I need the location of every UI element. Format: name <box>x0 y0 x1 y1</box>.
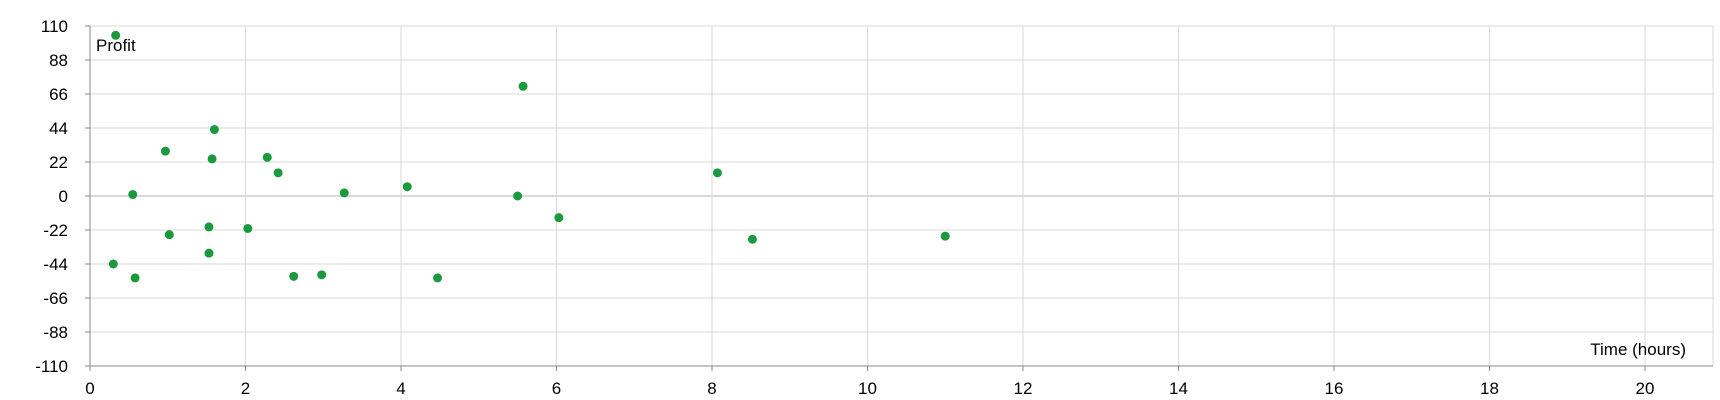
data-point <box>130 273 140 283</box>
data-point <box>518 81 528 91</box>
data-point <box>747 234 757 244</box>
data-points <box>108 30 950 283</box>
data-point <box>289 271 299 281</box>
data-point <box>339 188 349 198</box>
y-tick-label: -110 <box>35 357 68 376</box>
y-tick-label: 66 <box>49 85 68 104</box>
x-axis-ticks: 0 2 4 6 8 10 12 14 16 18 20 <box>85 366 1654 398</box>
data-point <box>204 248 214 258</box>
y-tick-label: 0 <box>59 187 68 206</box>
data-point <box>164 230 174 240</box>
data-point <box>108 259 118 269</box>
x-tick-label: 12 <box>1014 379 1033 398</box>
x-tick-label: 8 <box>707 379 716 398</box>
data-point <box>273 168 283 178</box>
x-tick-label: 4 <box>396 379 405 398</box>
data-point <box>204 222 214 232</box>
x-tick-label: 2 <box>241 379 250 398</box>
data-point <box>712 168 722 178</box>
data-point <box>128 189 138 199</box>
data-point <box>433 273 443 283</box>
data-point <box>940 231 950 241</box>
x-tick-label: 18 <box>1480 379 1499 398</box>
x-tick-label: 0 <box>85 379 94 398</box>
data-point <box>317 270 327 280</box>
x-tick-label: 14 <box>1169 379 1188 398</box>
y-tick-label: 88 <box>49 51 68 70</box>
y-tick-label: -88 <box>43 323 68 342</box>
x-tick-label: 10 <box>858 379 877 398</box>
data-point <box>513 191 523 201</box>
y-axis-label: Profit <box>96 36 136 55</box>
y-tick-label: 110 <box>41 17 68 36</box>
x-tick-label: 6 <box>552 379 561 398</box>
y-tick-label: -44 <box>43 255 68 274</box>
grid-lines <box>89 25 1714 367</box>
y-tick-label: 22 <box>49 153 68 172</box>
data-point <box>207 154 217 164</box>
data-point <box>209 125 219 135</box>
data-point <box>243 223 253 233</box>
y-tick-label: -66 <box>43 289 68 308</box>
data-point <box>160 146 170 156</box>
y-tick-label: 44 <box>49 119 68 138</box>
y-tick-label: -22 <box>43 221 68 240</box>
data-point <box>262 152 272 162</box>
x-axis-label: Time (hours) <box>1590 340 1686 359</box>
data-point <box>402 182 412 192</box>
x-tick-label: 20 <box>1636 379 1655 398</box>
data-point <box>111 30 121 40</box>
y-axis-ticks: -110 -88 -66 -44 -22 0 22 44 66 88 110 <box>35 17 90 376</box>
x-tick-label: 16 <box>1325 379 1344 398</box>
data-point <box>554 213 564 223</box>
